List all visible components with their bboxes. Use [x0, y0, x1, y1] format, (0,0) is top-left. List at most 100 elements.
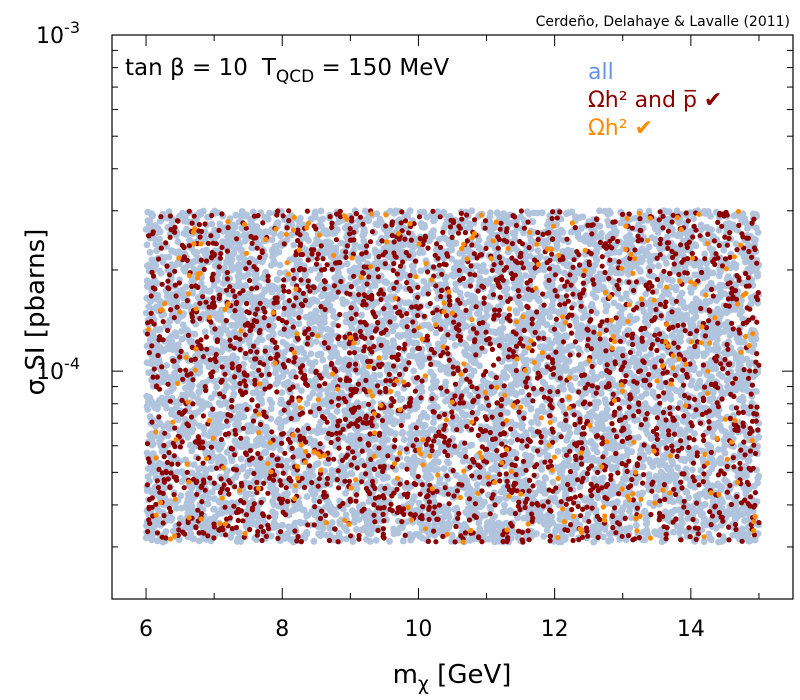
scatter-point: [679, 519, 686, 527]
scatter-point: [554, 447, 562, 455]
scatter-point: [341, 407, 348, 414]
scatter-point: [144, 406, 152, 413]
scatter-point: [539, 403, 546, 410]
scatter-point: [311, 496, 318, 504]
scatter-point: [571, 374, 579, 382]
scatter-point: [303, 400, 311, 407]
scatter-point: [626, 231, 633, 239]
scatter-point: [143, 487, 151, 494]
scatter-point: [661, 394, 669, 402]
scatter-point: [645, 456, 653, 463]
scatter-point: [188, 447, 196, 455]
scatter-point: [262, 449, 270, 457]
scatter-point: [504, 257, 511, 265]
scatter-point: [307, 266, 315, 274]
scatter-point: [754, 474, 762, 482]
scatter-point: [725, 493, 733, 501]
scatter-point: [434, 465, 442, 473]
scatter-point: [494, 210, 502, 218]
scatter-point: [486, 213, 493, 221]
scatter-point: [691, 430, 698, 437]
scatter-point: [157, 420, 164, 428]
scatter-point: [327, 383, 335, 391]
scatter-point: [437, 366, 444, 373]
scatter-point: [560, 385, 567, 393]
scatter-point: [461, 266, 469, 274]
scatter-point: [482, 268, 490, 275]
scatter-point: [268, 236, 276, 244]
scatter-point: [366, 538, 374, 545]
scatter-point: [468, 441, 476, 449]
scatter-point: [692, 507, 699, 515]
scatter-point: [690, 412, 698, 420]
scatter-point: [685, 494, 693, 502]
scatter-point: [372, 537, 380, 544]
scatter-point: [720, 246, 728, 254]
scatter-point: [406, 352, 413, 360]
scatter-point: [447, 229, 455, 236]
scatter-point: [655, 262, 662, 270]
scatter-point: [262, 427, 270, 435]
scatter-point: [592, 374, 600, 382]
scatter-point: [201, 328, 209, 336]
scatter-point: [144, 473, 152, 480]
scatter-point: [218, 423, 226, 431]
scatter-point: [588, 368, 596, 376]
scatter-point: [642, 290, 650, 298]
scatter-point: [397, 445, 404, 452]
scatter-point: [700, 352, 708, 360]
scatter-point: [540, 532, 548, 540]
scatter-point: [587, 437, 595, 445]
scatter-point: [228, 262, 235, 269]
scatter-point: [336, 340, 344, 347]
scatter-point: [534, 247, 542, 255]
scatter-point: [691, 261, 698, 269]
scatter-point: [593, 448, 601, 456]
scatter-point: [371, 246, 379, 254]
scatter-point: [392, 207, 400, 215]
scatter-point: [394, 529, 402, 537]
scatter-point: [190, 419, 198, 427]
scatter-point: [695, 370, 703, 378]
scatter-point: [548, 513, 556, 520]
scatter-point: [142, 534, 150, 542]
scatter-point: [449, 238, 457, 246]
scatter-point: [471, 495, 479, 503]
scatter-point: [295, 320, 303, 328]
scatter-point: [451, 341, 459, 349]
scatter-point: [619, 398, 627, 406]
scatter-point: [217, 312, 225, 320]
scatter-point: [421, 285, 428, 293]
scatter-point: [180, 230, 188, 237]
scatter-point: [394, 390, 401, 398]
scatter-point: [273, 276, 281, 283]
scatter-point: [512, 450, 520, 457]
scatter-point: [663, 289, 671, 297]
scatter-point: [656, 282, 664, 289]
scatter-point: [527, 426, 535, 433]
scatter-point: [739, 210, 747, 218]
scatter-point: [312, 264, 320, 272]
scatter-point: [565, 461, 573, 469]
scatter-point: [309, 389, 317, 397]
scatter-point: [335, 529, 343, 537]
scatter-point: [239, 463, 247, 471]
scatter-point: [754, 479, 761, 487]
scatter-point: [524, 461, 532, 469]
scatter-point: [194, 395, 202, 403]
scatter-point: [754, 269, 761, 277]
scatter-point: [217, 401, 225, 409]
scatter-point: [724, 273, 732, 281]
scatter-point: [464, 291, 471, 298]
scatter-point: [386, 538, 393, 545]
scatter-point: [310, 325, 318, 333]
scatter-point: [667, 283, 674, 291]
scatter-point: [670, 528, 677, 536]
scatter-point: [565, 209, 573, 217]
scatter-point: [146, 248, 154, 256]
scatter-point: [476, 274, 484, 282]
scatter-point: [178, 504, 185, 512]
scatter-point: [563, 436, 571, 444]
scatter-point: [409, 496, 417, 504]
